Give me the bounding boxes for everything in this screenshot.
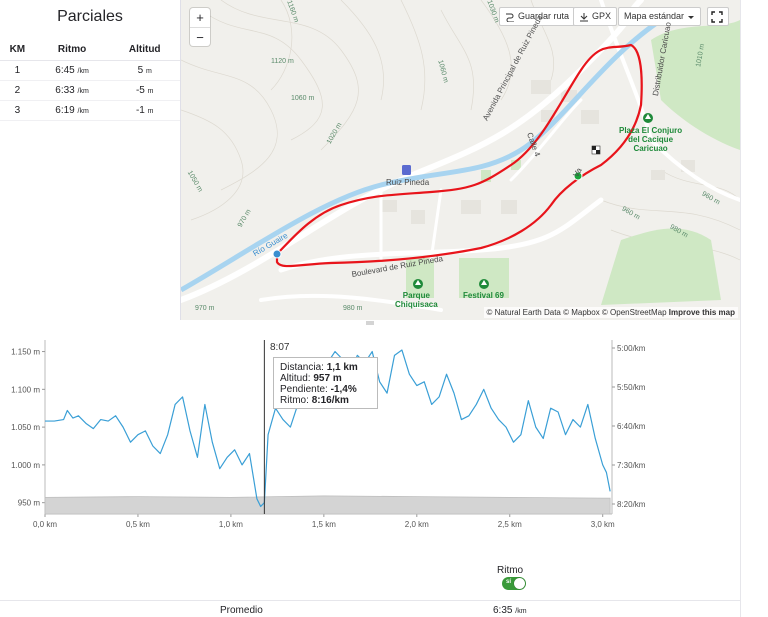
split-pace: 6:45 /km (34, 60, 110, 81)
split-elev: -1 m (109, 100, 180, 121)
x-tick-label: 2,5 km (498, 520, 522, 529)
divider (0, 600, 740, 601)
splits-panel: Parciales KM Ritmo Altitud 1 6:45 /km 5 … (0, 0, 181, 320)
table-row: 2 6:33 /km -5 m (0, 80, 180, 101)
place-label: Ruiz Pineda (386, 178, 430, 187)
splits-title: Parciales (57, 8, 123, 25)
average-value: 6:35 /km (493, 605, 527, 616)
col-pace: Ritmo (34, 40, 110, 61)
y-right-tick-label: 5:50/km (617, 383, 646, 392)
zoom-in-button[interactable]: + (196, 10, 204, 25)
cursor-time: 8:07 (270, 342, 290, 353)
split-elev: 5 m (109, 60, 180, 81)
transit-icon (402, 165, 411, 175)
y-tick-label: 1.050 m (11, 423, 40, 432)
contour-label: 970 m (195, 305, 215, 312)
fullscreen-icon (711, 10, 723, 23)
map-attribution: © Natural Earth Data © Mapbox © OpenStre… (483, 307, 738, 318)
x-tick-label: 0,0 km (33, 520, 57, 529)
contour-label: 1120 m (271, 58, 294, 65)
zoom-out-button[interactable]: − (190, 27, 210, 46)
x-tick-label: 1,0 km (219, 520, 243, 529)
y-right-tick-label: 8:20/km (617, 500, 646, 509)
start-marker (573, 171, 583, 181)
col-elev: Altitud (109, 40, 180, 61)
poi-label: Festival 69 (463, 291, 504, 300)
y-tick-label: 950 m (18, 499, 41, 508)
pace-toggle-label: Ritmo (497, 565, 524, 576)
col-km: KM (0, 40, 35, 61)
chevron-down-icon (688, 15, 695, 19)
zoom-control: + − (190, 8, 210, 46)
split-pace: 6:33 /km (34, 80, 110, 101)
chart-canvas[interactable]: 1.150 m 1.100 m 1.050 m 1.000 m 950 m 5:00/km… (0, 326, 740, 536)
y-right-tick-label: 5:00/km (617, 344, 646, 353)
average-label: Promedio (220, 605, 263, 616)
fullscreen-button[interactable] (707, 7, 729, 26)
table-row: 1 6:45 /km 5 m (0, 60, 180, 81)
poi-label: Parque Chiquisaca (395, 291, 438, 309)
x-tick-label: 3,0 km (591, 520, 615, 529)
y-tick-label: 1.150 m (11, 348, 40, 357)
poi-label: Plaza El Conjuro del Cacique Caricuao (619, 126, 683, 153)
map-style-select[interactable]: Mapa estándar (618, 7, 702, 26)
resize-handle[interactable] (366, 320, 374, 326)
toggle-knob (514, 578, 525, 589)
contour-label: 1060 m (291, 95, 315, 102)
map-canvas[interactable] (181, 0, 740, 320)
route-icon (506, 13, 514, 22)
split-km: 1 (0, 60, 35, 81)
route-map[interactable]: + − Guardar ruta GPX Mapa estándar Aveni… (181, 0, 740, 320)
contour-label: 980 m (343, 305, 363, 312)
y-right-tick-label: 6:40/km (617, 422, 646, 431)
elevation-area (44, 495, 611, 515)
y-tick-label: 1.000 m (11, 461, 40, 470)
end-marker (272, 249, 282, 259)
x-tick-label: 1,5 km (312, 520, 336, 529)
y-tick-label: 1.100 m (11, 385, 40, 394)
download-icon (580, 12, 588, 21)
split-km: 3 (0, 100, 35, 121)
y-right-tick-label: 7:30/km (617, 461, 646, 470)
split-pace: 6:19 /km (34, 100, 110, 121)
split-km: 2 (0, 80, 35, 101)
splits-table: KM Ritmo Altitud 1 6:45 /km 5 m 2 6:33 /… (0, 40, 180, 121)
page-edge (740, 0, 768, 617)
table-row: 3 6:19 /km -1 m (0, 100, 180, 121)
pace-toggle[interactable]: sí (502, 577, 526, 590)
improve-map-link[interactable]: Improve this map (668, 308, 735, 317)
gpx-button[interactable]: GPX (573, 7, 618, 26)
toggle-state: sí (506, 579, 512, 585)
x-tick-label: 0,5 km (126, 520, 150, 529)
x-tick-label: 2,0 km (405, 520, 429, 529)
elevation-pace-chart[interactable]: 1.150 m 1.100 m 1.050 m 1.000 m 950 m 5:00/km… (0, 326, 740, 536)
chart-tooltip: Distancia: 1,1 km Altitud: 957 m Pendien… (273, 357, 378, 409)
split-elev: -5 m (109, 80, 180, 101)
